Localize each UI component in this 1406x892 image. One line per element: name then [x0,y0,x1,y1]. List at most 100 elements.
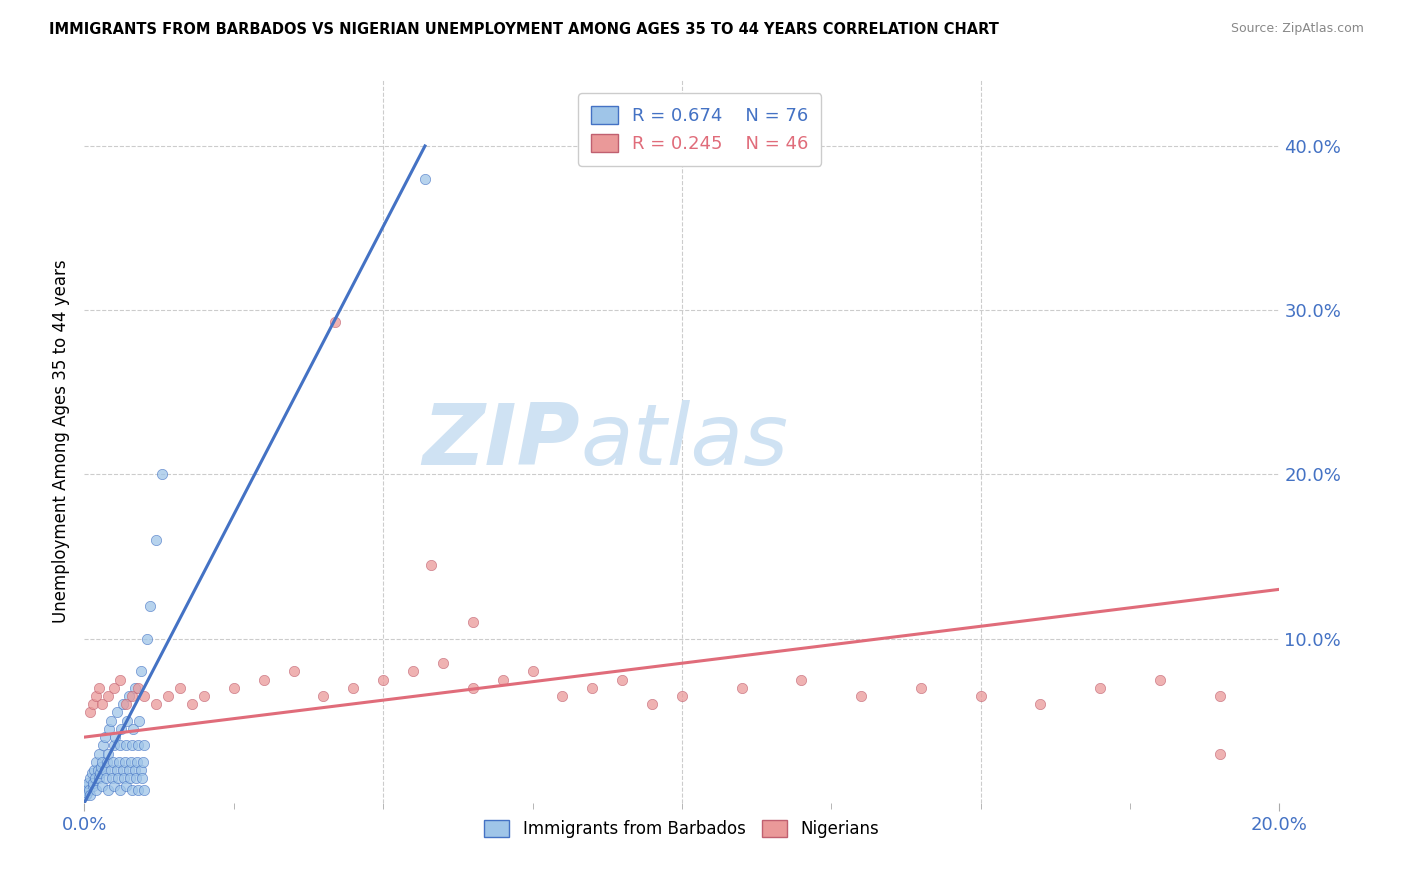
Point [75,782,97,797]
Point [107,771,129,785]
Point [89,766,111,780]
Point [101,755,124,769]
Point [132,739,156,753]
Point [91,780,114,794]
Point [139,599,162,613]
Point [121,782,143,797]
Point [127,681,149,695]
Point [94,730,117,744]
Point [115,698,138,712]
Point [117,714,139,728]
Point [851,689,873,703]
Point [97,782,120,797]
Point [77,782,100,797]
Point [111,763,134,777]
Point [222,681,245,695]
Point [373,673,395,687]
Point [98,722,121,736]
Point [77,776,100,790]
Point [342,681,364,695]
Point [86,782,108,797]
Point [118,771,141,785]
Point [82,776,104,790]
Point [79,771,101,785]
Point [89,747,111,761]
Point [83,763,105,777]
Point [551,689,574,703]
Text: atlas: atlas [581,400,789,483]
Point [82,698,104,712]
Point [150,467,173,482]
Point [97,747,120,761]
Point [104,730,127,744]
Point [312,689,335,703]
Point [86,755,108,769]
Point [112,771,135,785]
Point [145,698,167,712]
Point [253,673,276,687]
Text: ZIP: ZIP [423,400,581,483]
Point [129,665,152,679]
Point [970,689,993,703]
Point [129,763,152,777]
Point [103,681,125,695]
Point [91,755,114,769]
Point [120,755,142,769]
Point [283,665,305,679]
Point [125,755,148,769]
Point [1029,698,1052,712]
Point [127,782,149,797]
Point [131,771,153,785]
Legend: Immigrants from Barbados, Nigerians: Immigrants from Barbados, Nigerians [478,814,886,845]
Point [115,780,138,794]
Point [100,714,122,728]
Point [157,689,180,703]
Point [103,739,125,753]
Point [581,681,603,695]
Point [124,681,146,695]
Point [132,689,156,703]
Point [93,739,115,753]
Point [108,755,131,769]
Point [132,782,156,797]
Point [432,657,454,671]
Point [522,665,544,679]
Point [1149,673,1171,687]
Point [461,681,484,695]
Point [115,739,138,753]
Point [1209,747,1232,761]
Point [110,782,132,797]
Point [103,780,125,794]
Point [193,689,215,703]
Point [910,681,932,695]
Point [79,706,101,720]
Point [110,739,132,753]
Point [117,763,139,777]
Point [127,739,149,753]
Point [80,766,103,780]
Point [89,681,111,695]
Point [114,755,136,769]
Point [112,698,135,712]
Point [124,763,146,777]
Y-axis label: Unemployment Among Ages 35 to 44 years: Unemployment Among Ages 35 to 44 years [52,260,70,624]
Point [93,763,115,777]
Point [731,681,754,695]
Point [97,689,120,703]
Point [110,673,132,687]
Point [82,780,104,794]
Point [100,763,122,777]
Point [1209,689,1232,703]
Point [76,786,98,800]
Point [121,739,143,753]
Point [128,714,150,728]
Point [105,706,128,720]
Point [76,780,98,794]
Point [105,763,128,777]
Point [118,689,141,703]
Point [145,533,167,547]
Point [612,673,634,687]
Point [86,689,108,703]
Point [413,171,436,186]
Point [790,673,813,687]
